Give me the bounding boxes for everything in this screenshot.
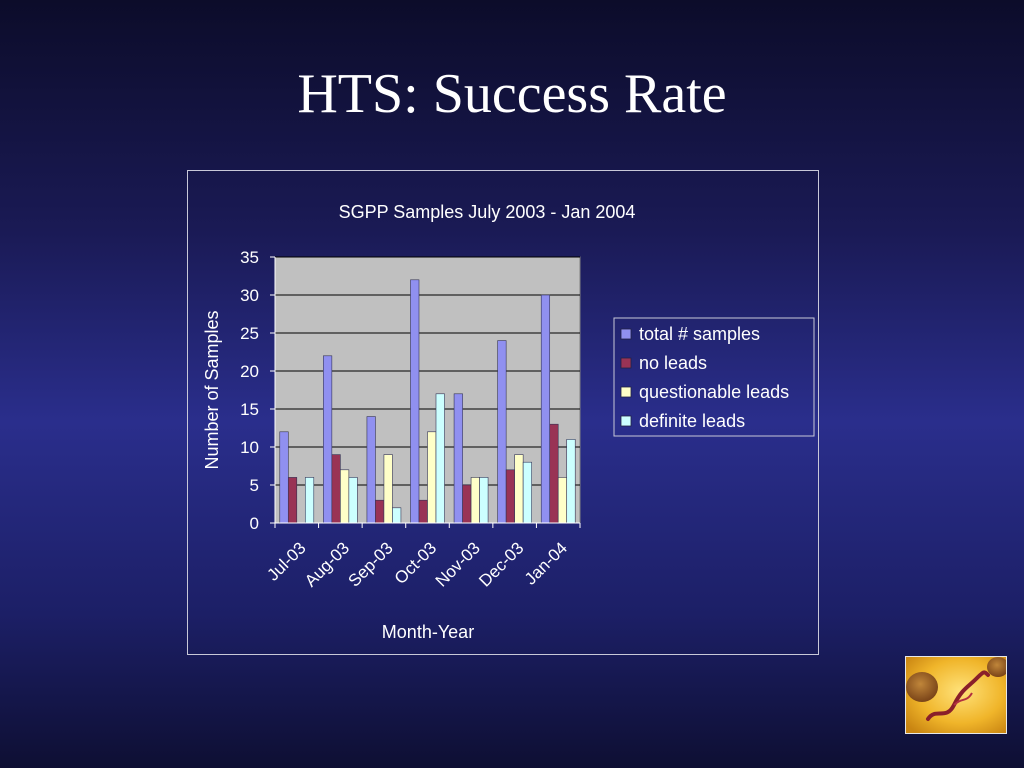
legend-swatch xyxy=(620,386,632,398)
legend-swatch xyxy=(620,415,632,427)
x-tick-label: Sep-03 xyxy=(345,538,397,590)
y-tick-label: 5 xyxy=(250,476,259,495)
x-tick-label: Dec-03 xyxy=(475,538,527,590)
bar-no-leads-sep-03 xyxy=(375,499,385,524)
y-tick-label: 20 xyxy=(240,362,259,381)
y-tick-label: 30 xyxy=(240,286,259,305)
bar-definite-leads-aug-03 xyxy=(348,477,358,524)
bar-definite-leads-oct-03 xyxy=(435,393,445,524)
bar-chart: SGPP Samples July 2003 - Jan 2004 0 5 10 15… xyxy=(202,202,815,642)
legend: total # samples no leads questionable lead… xyxy=(620,324,789,431)
bar-total-samples-aug-03 xyxy=(323,355,333,524)
bar-total-samples-nov-03 xyxy=(453,393,463,524)
y-axis-label: Number of Samples xyxy=(202,310,222,469)
legend-box xyxy=(613,317,815,437)
legend-label: no leads xyxy=(639,353,707,373)
bar-questionable-leads-oct-03 xyxy=(427,431,437,524)
y-tick-label: 0 xyxy=(250,514,259,533)
y-tick-label: 25 xyxy=(240,324,259,343)
bar-no-leads-jan-04 xyxy=(549,423,559,524)
bar-total-samples-oct-03 xyxy=(410,279,420,524)
x-tick-label: Aug-03 xyxy=(301,538,353,590)
y-ticks: 0 5 10 15 20 25 30 35 xyxy=(240,248,275,533)
bar-no-leads-aug-03 xyxy=(331,454,341,524)
bar-no-leads-jul-03 xyxy=(287,477,298,524)
bar-definite-leads-sep-03 xyxy=(392,507,402,524)
legend-swatch xyxy=(620,357,632,369)
bar-questionable-leads-dec-03 xyxy=(514,454,524,524)
slide-title: HTS: Success Rate xyxy=(297,63,727,125)
bar-no-leads-oct-03 xyxy=(418,499,428,524)
legend-label: questionable leads xyxy=(639,382,789,402)
legend-swatch xyxy=(620,328,632,340)
bar-definite-leads-jul-03 xyxy=(304,477,315,524)
bar-total-samples-jan-04 xyxy=(540,294,551,524)
bar-no-leads-dec-03 xyxy=(505,469,515,524)
y-tick-label: 15 xyxy=(240,400,259,419)
bar-definite-leads-nov-03 xyxy=(479,477,489,524)
bar-total-samples-jul-03 xyxy=(279,431,289,524)
bar-total-samples-sep-03 xyxy=(366,416,376,524)
bar-questionable-leads-jan-04 xyxy=(557,477,568,524)
bar-definite-leads-jan-04 xyxy=(566,439,576,524)
bar-definite-leads-dec-03 xyxy=(522,461,532,524)
x-tick-label: Nov-03 xyxy=(432,538,484,590)
y-tick-label: 10 xyxy=(240,438,259,457)
microscope-parasite-image xyxy=(905,656,1007,734)
bar-questionable-leads-aug-03 xyxy=(340,469,350,524)
x-tick-label: Jan-04 xyxy=(521,538,571,588)
y-tick-label: 35 xyxy=(240,248,259,267)
x-tick-label: Oct-03 xyxy=(391,538,441,588)
x-ticks: Jul-03Aug-03Sep-03Oct-03Nov-03Dec-03Jan-… xyxy=(263,523,581,591)
legend-label: definite leads xyxy=(639,411,745,431)
chart-frame: SGPP Samples July 2003 - Jan 2004 0 5 10 15… xyxy=(187,170,819,655)
legend-label: total # samples xyxy=(639,324,760,344)
chart-title: SGPP Samples July 2003 - Jan 2004 xyxy=(339,202,636,222)
bar-total-samples-dec-03 xyxy=(497,340,507,524)
bar-questionable-leads-nov-03 xyxy=(470,477,480,524)
bar-no-leads-nov-03 xyxy=(462,484,472,524)
x-axis-label: Month-Year xyxy=(382,622,474,642)
bar-questionable-leads-sep-03 xyxy=(383,454,393,524)
